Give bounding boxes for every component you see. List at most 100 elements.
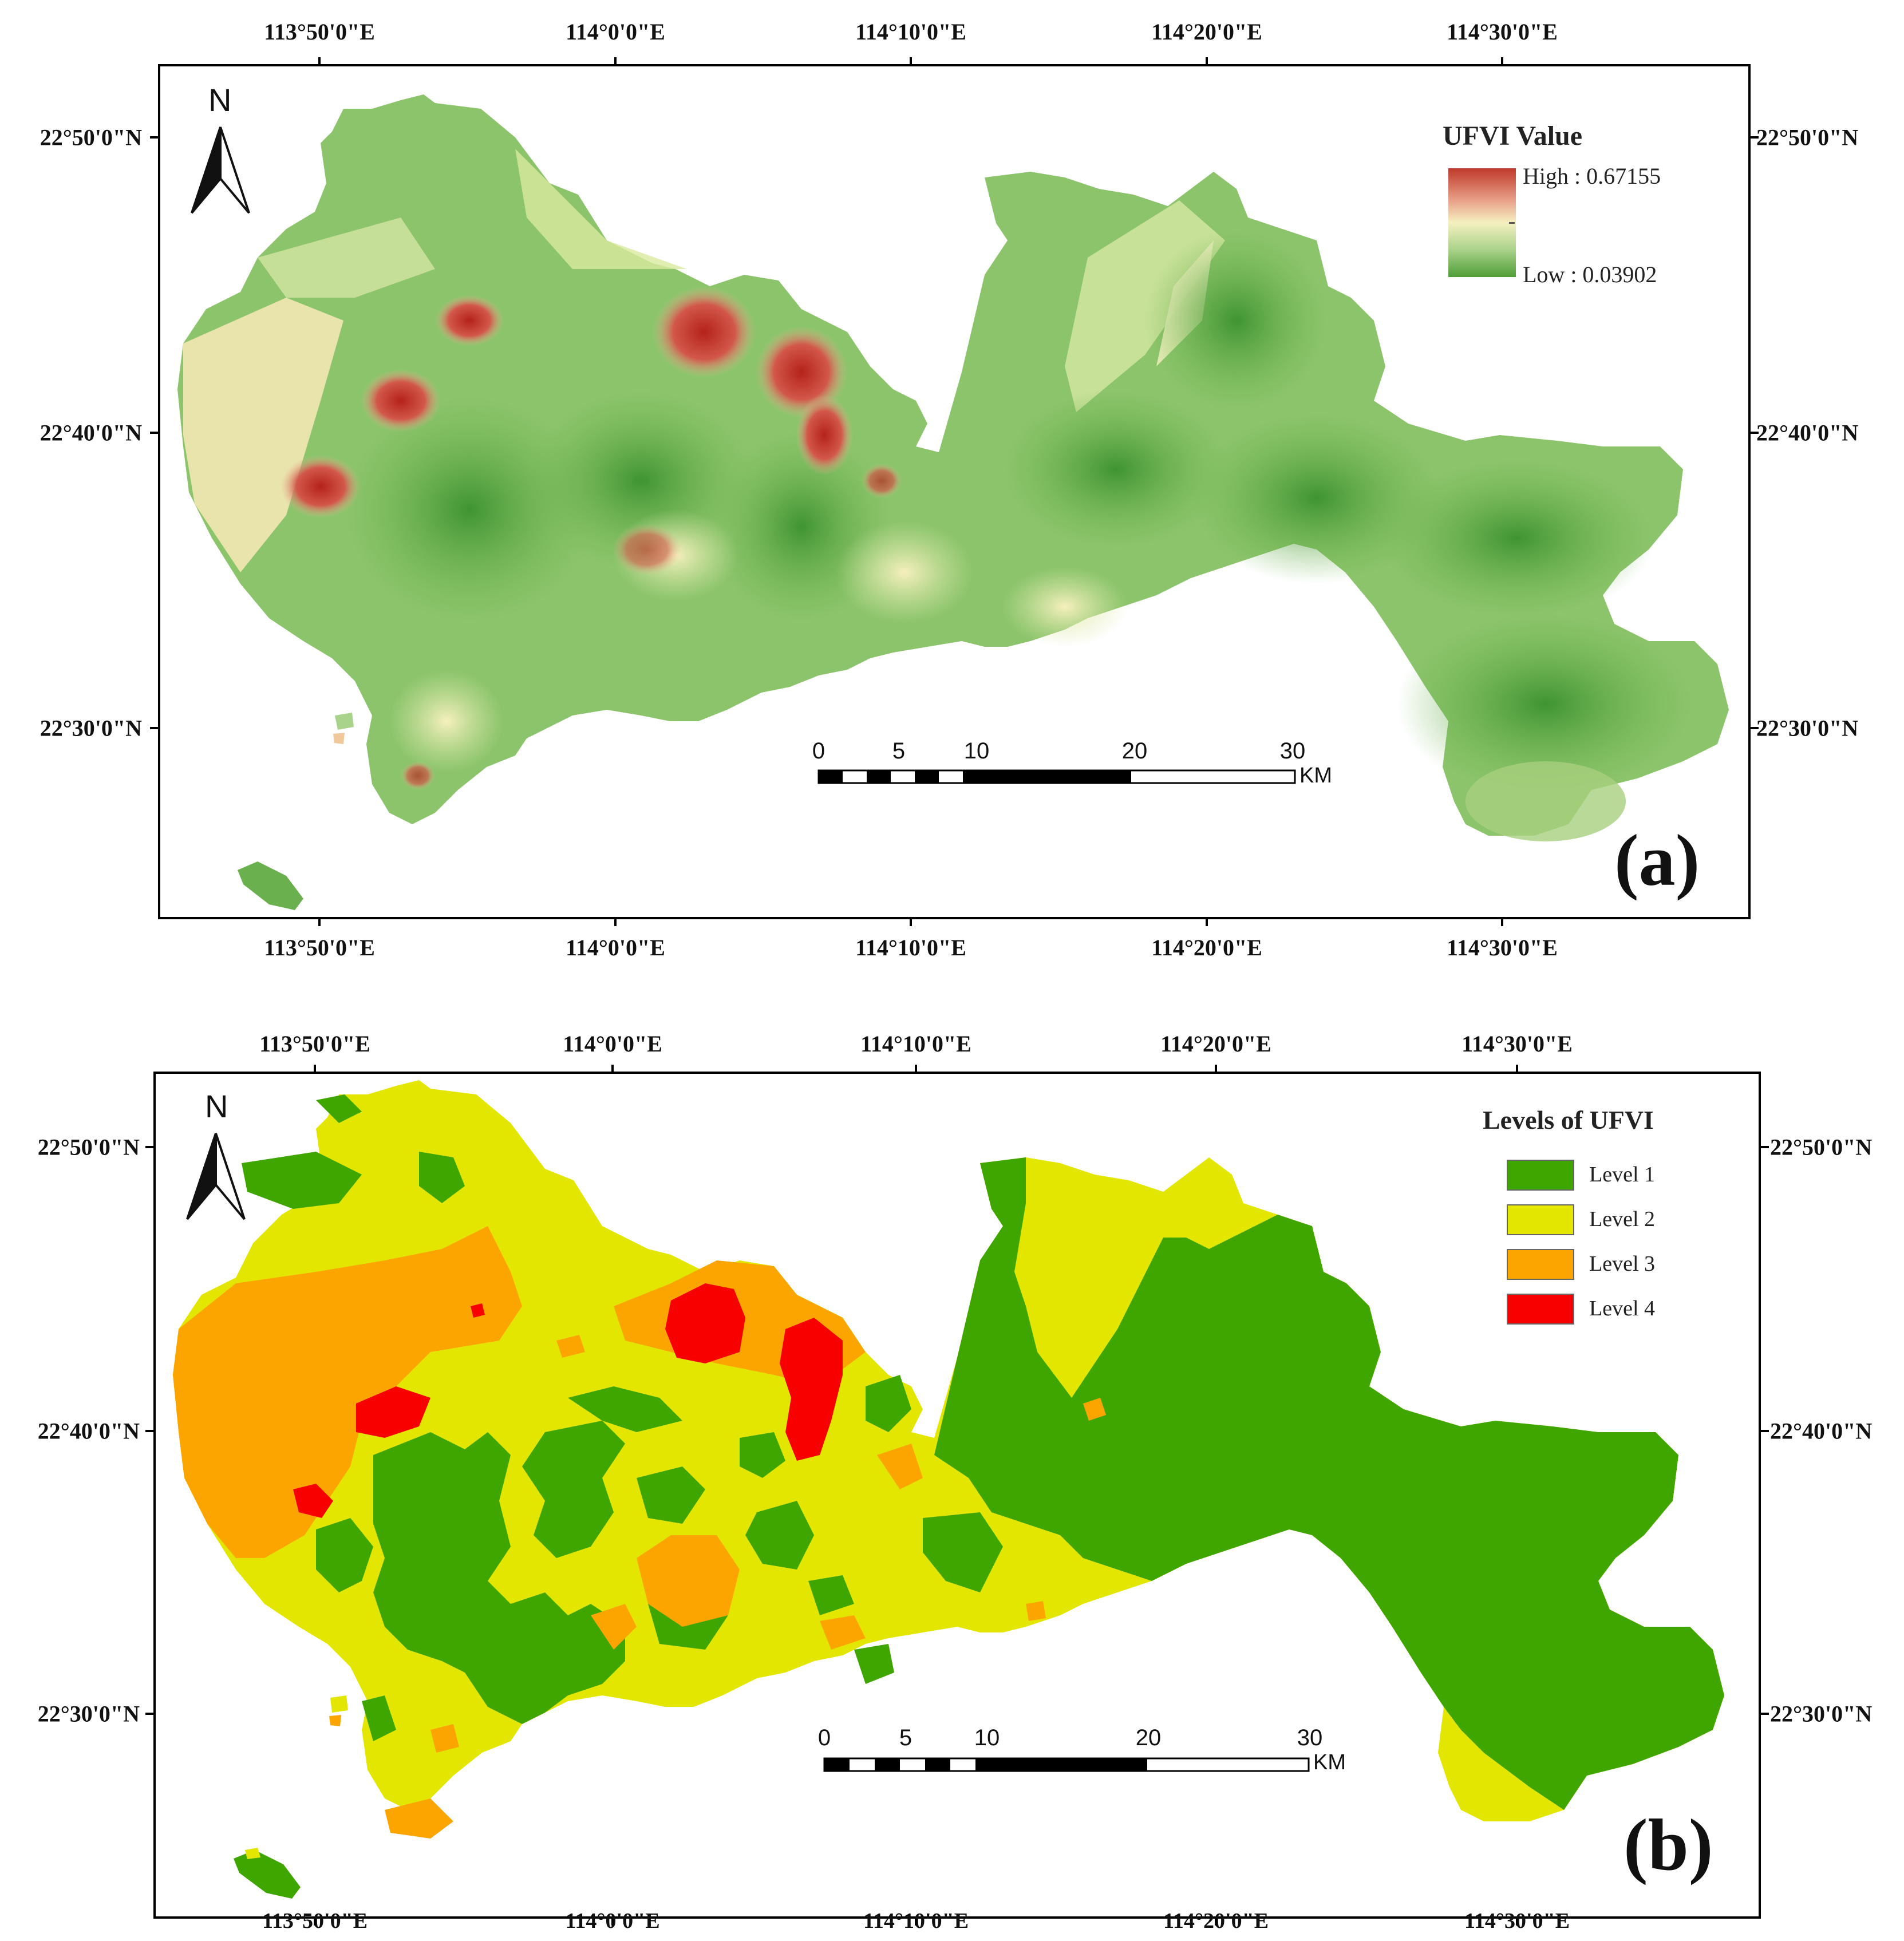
lat-label-a-left-2: 22°40'0"N xyxy=(39,420,142,446)
tick-a xyxy=(614,919,617,926)
lon-label-a-bottom-3: 114°10'0"E xyxy=(855,935,966,960)
island-b-4 xyxy=(329,1715,341,1726)
lon-label-b-top-1: 113°50'0"E xyxy=(259,1031,370,1057)
scale-unit-b: KM xyxy=(1313,1750,1346,1774)
tick-a xyxy=(614,57,617,64)
lon-label-b-top-4: 114°20'0"E xyxy=(1160,1031,1271,1057)
legend-ramp-mid-tick xyxy=(1509,222,1515,224)
tick-b xyxy=(145,1713,153,1715)
island-a-2 xyxy=(335,713,354,730)
scale-tick-a-5: 5 xyxy=(892,738,906,764)
tick-a xyxy=(1206,57,1208,64)
tick-b xyxy=(1761,1430,1769,1432)
north-letter-b: N xyxy=(205,1088,228,1124)
tick-b xyxy=(611,1919,614,1926)
tick-b xyxy=(145,1146,153,1148)
tick-b xyxy=(1761,1713,1769,1715)
scale-tick-b-30: 30 xyxy=(1297,1725,1323,1750)
tick-a xyxy=(1751,136,1759,139)
scale-tick-b-0: 0 xyxy=(817,1725,831,1750)
tick-b xyxy=(611,1065,614,1072)
tick-a xyxy=(150,727,158,729)
lon-label-a-top-4: 114°20'0"E xyxy=(1151,19,1262,45)
tick-a xyxy=(910,57,912,64)
legend-label-level-2: Level 2 xyxy=(1589,1207,1656,1231)
island-a-1 xyxy=(238,861,303,910)
lon-label-a-bottom-2: 114°0'0"E xyxy=(566,935,665,960)
level-1-regions xyxy=(242,1094,1724,1810)
tick-a xyxy=(1501,57,1503,64)
north-letter-a: N xyxy=(208,82,232,118)
lat-label-b-left-3: 22°30'0"N xyxy=(37,1701,140,1727)
tick-a xyxy=(1751,727,1759,729)
legend-swatch-level-1 xyxy=(1507,1160,1574,1191)
lat-label-b-left-2: 22°40'0"N xyxy=(37,1418,140,1444)
island-b-3 xyxy=(330,1695,348,1713)
lon-label-a-bottom-4: 114°20'0"E xyxy=(1151,935,1262,960)
lat-label-a-right-3: 22°30'0"N xyxy=(1756,715,1859,741)
scale-tick-a-20: 20 xyxy=(1121,738,1148,764)
scale-tick-a-0: 0 xyxy=(812,738,825,764)
island-b-1 xyxy=(234,1850,301,1899)
tick-b xyxy=(915,1919,917,1926)
island-b-2 xyxy=(245,1848,260,1859)
tick-a xyxy=(318,919,321,926)
tick-b xyxy=(1215,1919,1217,1926)
legend-swatch-level-2 xyxy=(1507,1204,1574,1235)
panel-label-a: (a) xyxy=(1614,820,1700,901)
legend-title-b: Levels of UFVI xyxy=(1483,1105,1654,1134)
legend-swatch-level-3 xyxy=(1507,1249,1574,1280)
lon-label-a-top-5: 114°30'0"E xyxy=(1447,19,1558,45)
scale-tick-b-20: 20 xyxy=(1135,1725,1162,1750)
legend-label-level-3: Level 3 xyxy=(1589,1252,1656,1276)
lat-label-b-left-1: 22°50'0"N xyxy=(37,1134,140,1160)
tick-a xyxy=(318,57,321,64)
lat-label-b-right-3: 22°30'0"N xyxy=(1770,1701,1873,1727)
lon-label-b-top-3: 114°10'0"E xyxy=(860,1031,971,1057)
tick-b xyxy=(915,1065,917,1072)
tick-a xyxy=(1501,919,1503,926)
lat-label-b-right-2: 22°40'0"N xyxy=(1770,1418,1873,1444)
lat-label-a-right-2: 22°40'0"N xyxy=(1756,420,1859,446)
legend-low-a: Low : 0.03902 xyxy=(1523,262,1657,287)
legend-high-a: High : 0.67155 xyxy=(1523,163,1661,189)
legend-label-level-4: Level 4 xyxy=(1589,1296,1656,1321)
tick-b xyxy=(1516,1919,1518,1926)
tick-a xyxy=(910,919,912,926)
lat-label-a-left-1: 22°50'0"N xyxy=(39,124,142,151)
lon-label-b-top-2: 114°0'0"E xyxy=(563,1031,662,1057)
level-4-regions xyxy=(293,1283,843,1518)
island-a-3 xyxy=(333,733,345,744)
legend-title-a: UFVI Value xyxy=(1443,121,1583,151)
scale-tick-a-10: 10 xyxy=(963,738,990,764)
lon-label-b-top-5: 114°30'0"E xyxy=(1461,1031,1573,1057)
legend-swatch-level-4 xyxy=(1507,1294,1574,1325)
scale-tick-a-30: 30 xyxy=(1279,738,1306,764)
lat-label-a-left-3: 22°30'0"N xyxy=(39,715,142,741)
tick-b xyxy=(1761,1146,1769,1148)
region-outline-a xyxy=(177,94,1729,836)
tick-a xyxy=(1206,919,1208,926)
legend-ramp-a xyxy=(1448,168,1516,277)
lon-label-a-top-1: 113°50'0"E xyxy=(264,19,375,45)
lat-label-a-right-1: 22°50'0"N xyxy=(1756,124,1859,151)
lat-label-b-right-1: 22°50'0"N xyxy=(1770,1134,1873,1160)
scale-unit-a: KM xyxy=(1299,764,1332,788)
tick-b xyxy=(1215,1065,1217,1072)
tick-a xyxy=(150,136,158,139)
tick-b xyxy=(145,1430,153,1432)
tick-b xyxy=(314,1919,316,1926)
tick-b xyxy=(1516,1065,1518,1072)
panel-label-b: (b) xyxy=(1623,1804,1713,1885)
scale-tick-b-10: 10 xyxy=(974,1725,1000,1750)
tick-a xyxy=(1751,432,1759,434)
tick-a xyxy=(150,432,158,434)
map-a-surface xyxy=(183,149,1694,841)
lon-label-a-top-2: 114°0'0"E xyxy=(566,19,665,45)
lon-label-a-bottom-5: 114°30'0"E xyxy=(1447,935,1558,960)
scale-tick-b-5: 5 xyxy=(899,1725,913,1750)
tick-b xyxy=(314,1065,316,1072)
legend-label-level-1: Level 1 xyxy=(1589,1163,1656,1187)
